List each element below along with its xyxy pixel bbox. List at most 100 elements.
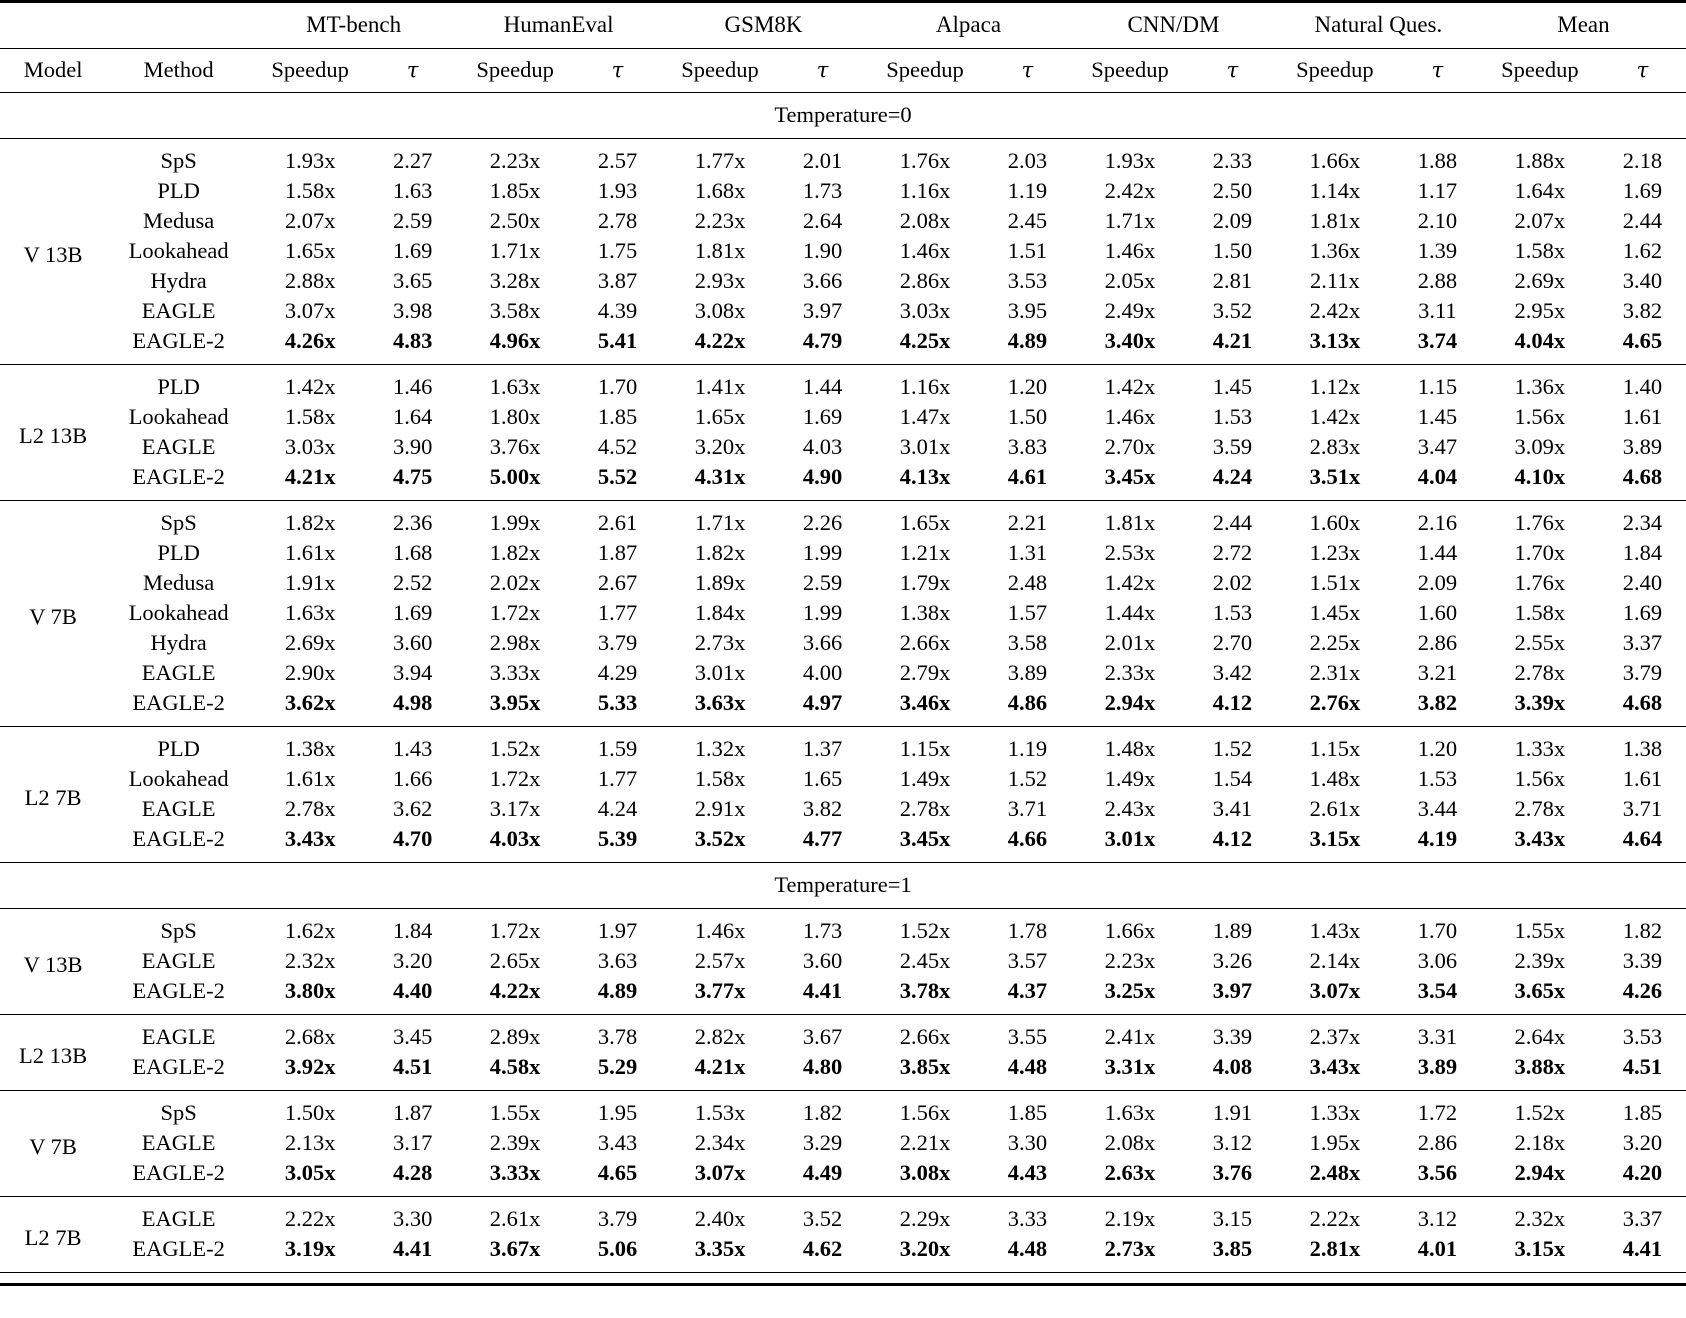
value-cell: 1.76x: [1514, 570, 1566, 595]
value-cell: 2.01x: [1104, 630, 1156, 655]
value-cell: 1.97: [597, 918, 638, 943]
value-cell: 2.33: [1212, 148, 1253, 173]
method-cell: Medusa: [143, 570, 215, 595]
value-cell: 1.82x: [284, 510, 336, 535]
value-cell: 1.42x: [1104, 374, 1156, 399]
value-cell: 3.01x: [694, 660, 746, 685]
method-cell: EAGLE-2: [106, 1052, 252, 1091]
table-row: Hydra 2.69x 3.60 2.98x 3.79 2.73x 3.66 2.66x 3.5…: [0, 628, 1686, 658]
value-cell: 3.08x: [866, 1158, 984, 1197]
value-cell: 3.97: [1188, 976, 1276, 1015]
value-cell: 1.72x: [489, 600, 541, 625]
model-cell: V 7B: [0, 1090, 107, 1197]
speedup-column-header: Speedup: [456, 48, 575, 93]
value-cell: 2.94x: [1480, 1158, 1599, 1197]
value-cell: 1.45: [1212, 374, 1253, 399]
value-cell: 2.48: [1007, 570, 1048, 595]
value-cell: 5.06: [574, 1234, 662, 1273]
value-cell: 2.73x: [694, 630, 746, 655]
value-cell: 1.53: [1212, 404, 1253, 429]
model-cell: V 13B: [0, 138, 107, 365]
paper-results-table-page: MT-bench HumanEval GSM8K Alpaca CNN/DM Natura…: [0, 0, 1686, 1286]
table-row: V 13B SpS 1.62x 1.84 1.72x 1.97 1.46x 1.73 1.52x…: [0, 908, 1686, 1015]
value-cell: 2.59: [802, 570, 843, 595]
value-cell: 2.21x: [899, 1130, 951, 1155]
value-cell: 2.81x: [1275, 1234, 1394, 1273]
tau-column-header: τ: [1188, 48, 1276, 93]
value-cell: 2.09: [1212, 208, 1253, 233]
value-cell: 3.06: [1417, 948, 1458, 973]
value-cell: 2.37x: [1309, 1024, 1361, 1049]
value-cell: 1.84: [392, 918, 433, 943]
value-cell: 4.83: [369, 326, 457, 365]
value-cell: 1.14x: [1309, 178, 1361, 203]
value-cell: 1.48x: [1104, 736, 1156, 761]
value-cell: 2.69x: [284, 630, 336, 655]
value-cell: 1.81x: [1309, 208, 1361, 233]
value-cell: 3.45x: [1070, 462, 1189, 501]
value-cell: 3.09x: [1514, 434, 1566, 459]
value-cell: 2.88: [1417, 268, 1458, 293]
value-cell: 1.63: [392, 178, 433, 203]
value-cell: 2.40x: [694, 1206, 746, 1231]
value-cell: 1.88x: [1514, 148, 1566, 173]
value-cell: 1.73: [802, 178, 843, 203]
value-cell: 2.79x: [899, 660, 951, 685]
value-cell: 1.20: [1007, 374, 1048, 399]
model-cell: L2 7B: [0, 1196, 107, 1273]
value-cell: 5.41: [574, 326, 662, 365]
value-cell: 2.07x: [1514, 208, 1566, 233]
value-cell: 1.56x: [1514, 404, 1566, 429]
value-cell: 1.73: [802, 918, 843, 943]
value-cell: 3.90: [392, 434, 433, 459]
value-cell: 2.02x: [489, 570, 541, 595]
value-cell: 3.98: [392, 298, 433, 323]
value-cell: 1.81x: [1104, 510, 1156, 535]
value-cell: 2.41x: [1104, 1024, 1156, 1049]
value-cell: 3.40x: [1070, 326, 1189, 365]
method-cell: Lookahead: [128, 766, 229, 791]
method-cell: EAGLE-2: [106, 462, 252, 501]
value-cell: 1.56x: [899, 1100, 951, 1125]
value-cell: 1.63x: [284, 600, 336, 625]
value-cell: 2.34: [1622, 510, 1663, 535]
table-row: L2 13B PLD 1.42x 1.46 1.63x 1.70 1.41x 1.44 1.16…: [0, 364, 1686, 501]
model-cell: L2 7B: [0, 726, 107, 863]
value-cell: 4.12: [1188, 824, 1276, 863]
value-cell: 1.71x: [489, 238, 541, 263]
speedup-column-header: Speedup: [1275, 48, 1394, 93]
value-cell: 2.45: [1007, 208, 1048, 233]
value-cell: 1.82: [1622, 918, 1663, 943]
value-cell: 4.37: [984, 976, 1071, 1015]
value-cell: 3.03x: [284, 434, 336, 459]
value-cell: 2.43x: [1104, 796, 1156, 821]
model-cell: L2 13B: [0, 1014, 107, 1091]
value-cell: 3.82: [802, 796, 843, 821]
value-cell: 3.20: [1622, 1130, 1663, 1155]
value-cell: 3.89: [1007, 660, 1048, 685]
results-table: MT-bench HumanEval GSM8K Alpaca CNN/DM Natura…: [0, 0, 1686, 1273]
value-cell: 4.43: [984, 1158, 1071, 1197]
value-cell: 1.12x: [1309, 374, 1361, 399]
table-row: EAGLE 2.32x 3.20 2.65x 3.63 2.57x 3.60 2.45x 3.5…: [0, 946, 1686, 976]
value-cell: 1.62x: [284, 918, 336, 943]
value-cell: 2.09: [1417, 570, 1458, 595]
value-cell: 2.01: [802, 148, 843, 173]
value-cell: 3.97: [802, 298, 843, 323]
method-cell: EAGLE: [141, 660, 216, 685]
table-row: Lookahead 1.61x 1.66 1.72x 1.77 1.58x 1.65 1.49…: [0, 764, 1686, 794]
value-cell: 2.29x: [899, 1206, 951, 1231]
value-cell: 1.33x: [1309, 1100, 1361, 1125]
value-cell: 1.49x: [1104, 766, 1156, 791]
value-cell: 3.74: [1393, 326, 1481, 365]
value-cell: 2.69x: [1514, 268, 1566, 293]
value-cell: 1.50x: [284, 1100, 336, 1125]
method-cell: EAGLE-2: [106, 1234, 252, 1273]
value-cell: 2.44: [1622, 208, 1663, 233]
value-cell: 1.91: [1212, 1100, 1253, 1125]
value-cell: 3.94: [392, 660, 433, 685]
value-cell: 1.46x: [1104, 404, 1156, 429]
method-cell: Lookahead: [128, 238, 229, 263]
value-cell: 4.90: [779, 462, 867, 501]
table-row: EAGLE 2.78x 3.62 3.17x 4.24 2.91x 3.82 2.78x 3.7…: [0, 794, 1686, 824]
